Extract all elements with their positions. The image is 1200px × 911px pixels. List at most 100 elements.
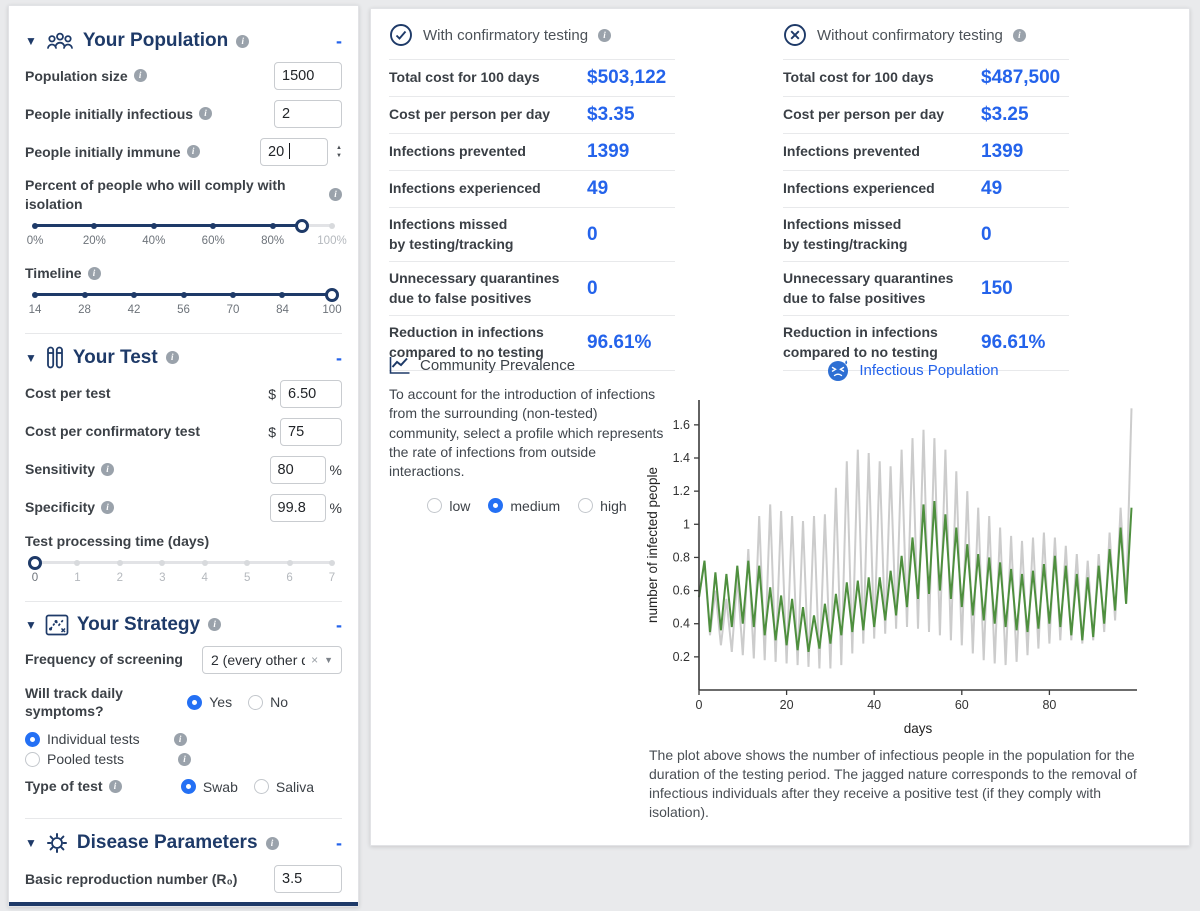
info-icon[interactable]: i (329, 188, 342, 202)
info-icon[interactable]: i (101, 501, 115, 515)
stat-row: Total cost for 100 days $503,122 (389, 59, 675, 96)
svg-text:40: 40 (867, 698, 881, 712)
field-label: Population size (25, 67, 128, 84)
radio-selected-icon[interactable] (488, 498, 504, 514)
radio-icon[interactable] (427, 498, 443, 514)
stat-value: 0 (587, 277, 598, 299)
stat-value: 49 (981, 178, 1003, 199)
radio-selected-icon[interactable] (25, 731, 40, 747)
radio-icon[interactable] (248, 694, 264, 710)
radio-selected-icon[interactable] (180, 779, 196, 795)
info-icon[interactable]: i (101, 463, 115, 477)
radio-swab[interactable]: Swab (180, 779, 238, 795)
radio-pooled-tests[interactable]: Pooled tests (25, 751, 124, 767)
comply-slider-handle[interactable] (295, 218, 310, 233)
dollar-prefix: $ (268, 423, 276, 440)
prevalence-title: Community Prevalence (420, 356, 576, 374)
clear-icon[interactable]: × (311, 652, 319, 667)
section-your-strategy: ▼ Your Strategy i - Frequency of screeni… (25, 600, 342, 819)
info-icon[interactable]: i (165, 351, 179, 365)
stepper-down-icon[interactable]: ▼ (336, 153, 342, 159)
field-pooled-tests: Pooled tests i (25, 751, 342, 767)
stat-value: 1399 (981, 141, 1024, 162)
radio-symptoms-no[interactable]: No (248, 694, 288, 710)
radio-icon[interactable] (25, 751, 40, 767)
stepper-up-icon[interactable]: ▲ (336, 145, 342, 151)
infectious-population-block: Infectious Population 0.2 0.4 0.6 0.8 1 1.2 1.… (639, 359, 1187, 822)
info-icon[interactable]: i (173, 732, 187, 746)
radio-selected-icon[interactable] (187, 694, 203, 710)
initially-infectious-input[interactable] (274, 100, 342, 128)
field-label: Type of test (25, 778, 103, 795)
initially-immune-input[interactable] (260, 138, 329, 166)
collapse-caret-icon[interactable]: ▼ (25, 34, 37, 48)
stat-row: Reduction in infections compared to no te… (783, 315, 1069, 371)
comply-slider[interactable] (32, 218, 335, 234)
frequency-dropdown[interactable]: 2 (every other d... × ▼ (202, 645, 342, 674)
radio-saliva[interactable]: Saliva (253, 779, 314, 795)
comply-slider-label: Percent of people who will comply with i… (25, 177, 286, 212)
chevron-down-icon[interactable]: ▼ (324, 654, 333, 665)
info-icon[interactable]: i (1012, 28, 1026, 42)
radio-individual-tests[interactable]: Individual tests (25, 731, 140, 747)
info-icon[interactable]: i (178, 752, 192, 766)
collapse-button[interactable]: - (336, 347, 342, 368)
timeline-slider[interactable] (32, 287, 339, 303)
processing-time-slider[interactable] (28, 555, 335, 571)
radio-prevalence-low[interactable]: low (427, 498, 470, 514)
timeline-slider-handle[interactable] (325, 287, 339, 302)
field-initially-infectious: People initially infectious i (25, 100, 342, 128)
info-icon[interactable]: i (108, 780, 122, 794)
svg-text:0.8: 0.8 (673, 550, 690, 564)
collapse-caret-icon[interactable]: ▼ (25, 617, 37, 632)
section-your-test: ▼ Your Test i - Cost per test $ Cost per… (25, 332, 342, 601)
radio-prevalence-high[interactable]: high (578, 498, 627, 514)
field-cost-per-test: Cost per test $ (25, 379, 342, 408)
info-icon[interactable]: i (598, 28, 612, 42)
svg-text:1.2: 1.2 (673, 484, 690, 498)
info-icon[interactable]: i (186, 145, 200, 159)
radio-icon[interactable] (578, 498, 594, 514)
percent-suffix: % (329, 461, 342, 478)
stat-row: Unnecessary quarantines due to false posi… (389, 261, 675, 315)
info-icon[interactable]: i (265, 836, 279, 850)
svg-text:0.2: 0.2 (673, 650, 690, 664)
sensitivity-input[interactable] (269, 455, 326, 484)
cost-per-test-input[interactable] (280, 379, 342, 408)
section-title: Your Population (82, 30, 229, 51)
collapse-caret-icon[interactable]: ▼ (25, 836, 37, 851)
stat-value: 0 (981, 223, 992, 245)
stat-value: 1399 (587, 141, 630, 162)
dollar-prefix: $ (268, 385, 276, 402)
x-circle-icon (784, 24, 806, 46)
stat-value: 96.61% (587, 331, 652, 353)
frequency-value: 2 (every other d... (211, 651, 305, 668)
info-icon[interactable]: i (87, 266, 101, 280)
infectious-population-chart: 0.2 0.4 0.6 0.8 1 1.2 1.4 1.6 0 20 40 60 80 days numbe… (645, 400, 1137, 736)
processing-slider-handle[interactable] (28, 555, 42, 570)
info-icon[interactable]: i (236, 34, 250, 48)
people-icon (46, 32, 73, 49)
info-icon[interactable]: i (133, 69, 147, 83)
stat-value: 49 (587, 178, 609, 199)
r0-input[interactable] (274, 865, 342, 894)
cost-confirmatory-input[interactable] (280, 417, 342, 446)
collapse-caret-icon[interactable]: ▼ (25, 350, 37, 365)
radio-symptoms-yes[interactable]: Yes (187, 694, 232, 710)
field-track-symptoms: Will track daily symptoms? Yes No (25, 684, 342, 722)
number-stepper[interactable]: ▲ ▼ (336, 145, 342, 159)
processing-slider-label: Test processing time (days) (25, 532, 210, 549)
info-icon[interactable]: i (199, 107, 213, 121)
collapse-button[interactable]: - (336, 833, 342, 854)
collapse-button[interactable]: - (336, 31, 342, 51)
radio-icon[interactable] (253, 779, 269, 795)
field-label: People initially infectious (25, 105, 194, 122)
collapse-button[interactable]: - (336, 614, 342, 635)
specificity-input[interactable] (269, 493, 326, 522)
radio-prevalence-medium[interactable]: medium (488, 498, 560, 514)
population-size-input[interactable] (274, 62, 342, 90)
info-icon[interactable]: i (208, 618, 222, 632)
timeline-slider-ticks: 14 28 42 56 70 84 100 (28, 303, 342, 316)
next-section-edge (9, 902, 358, 906)
card-title: With confirmatory testing (423, 26, 589, 44)
